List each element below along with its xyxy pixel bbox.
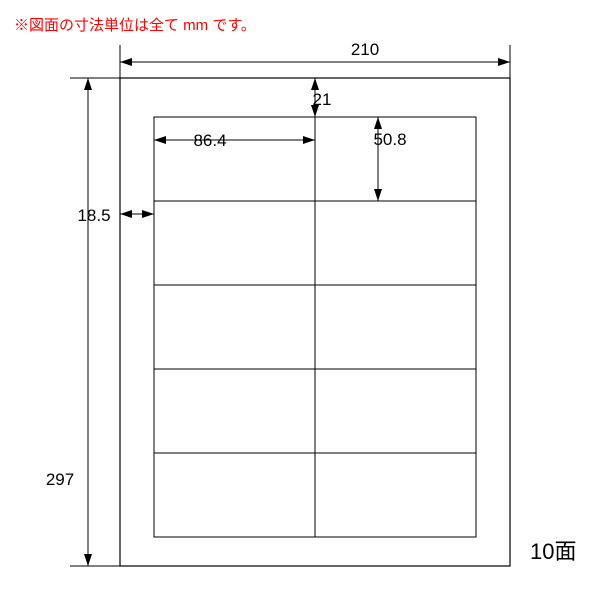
- diagram-svg: [0, 0, 601, 601]
- diagram-stage: { "note_text": "※図面の寸法単位は全て mm です。", "no…: [0, 0, 601, 601]
